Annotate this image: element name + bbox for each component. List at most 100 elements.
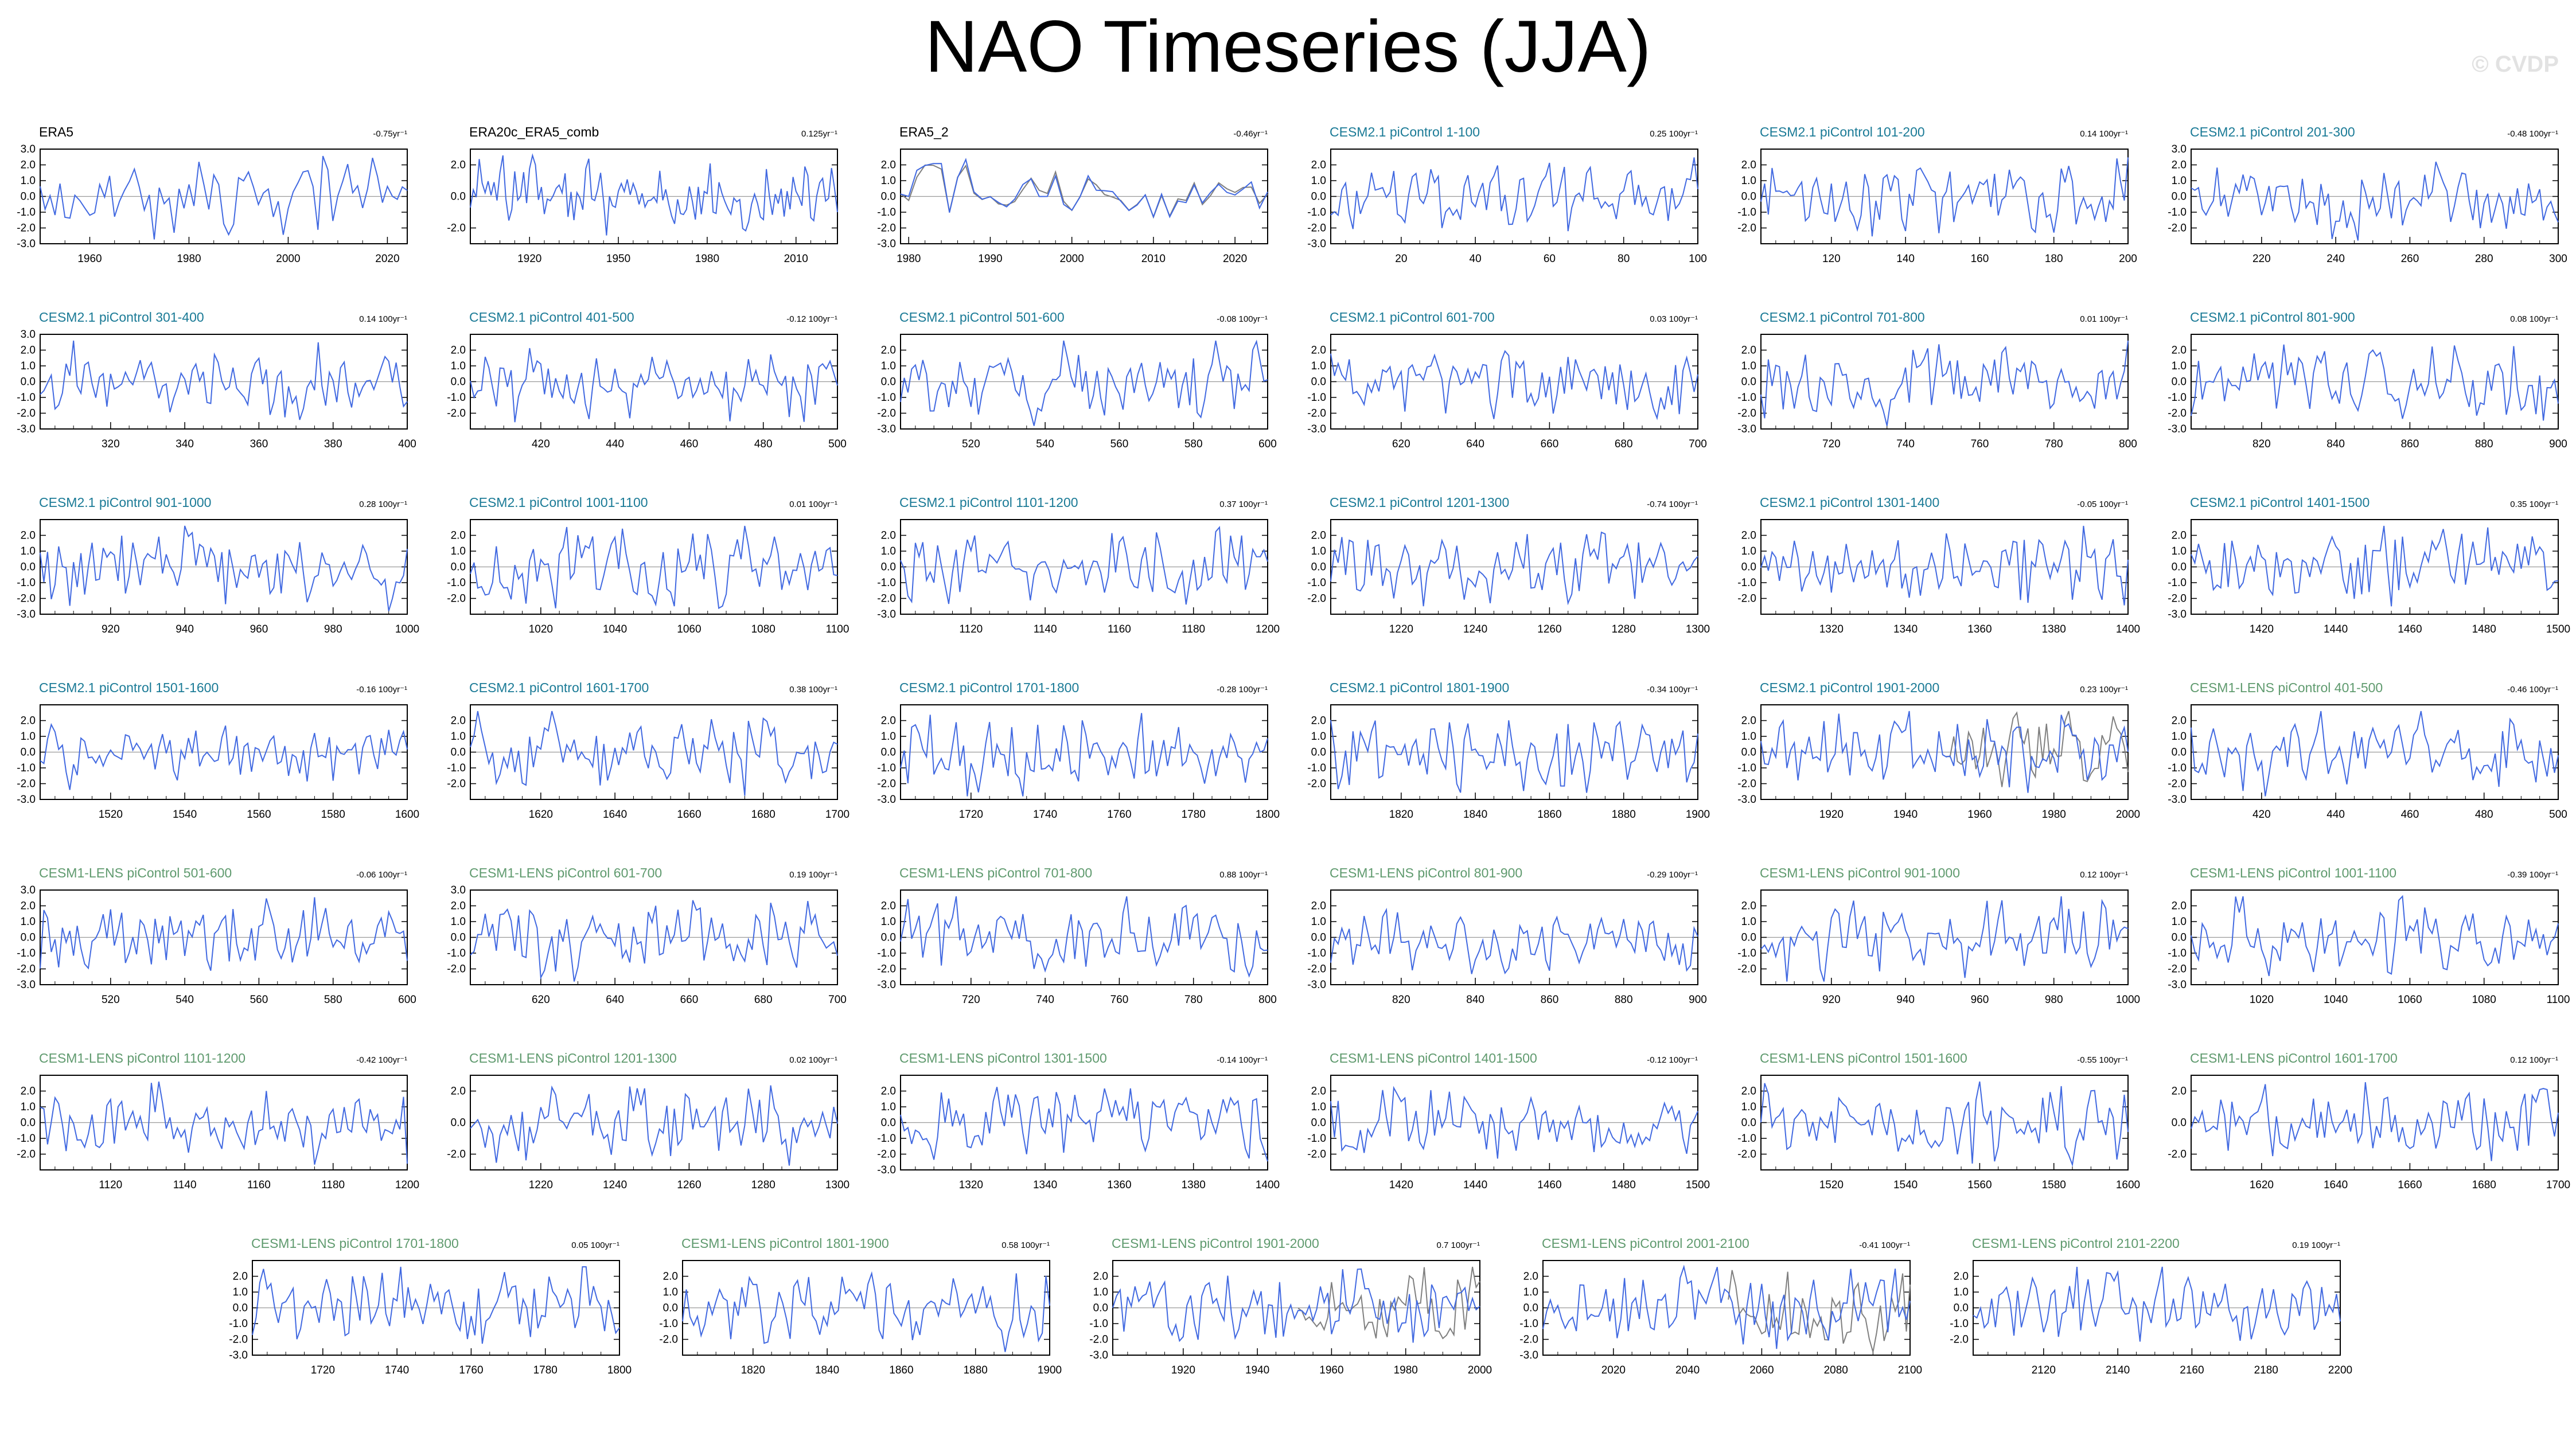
y-tick-label: -1.0 xyxy=(877,762,896,774)
nao-panel: CESM2.1 piControl 1-100 0.25 100yr⁻¹ 2.0 1.… xyxy=(1307,124,1707,265)
x-tick-label: 500 xyxy=(828,438,847,450)
x-tick-label: 1380 xyxy=(2042,623,2066,635)
x-tick-label: 1060 xyxy=(2398,994,2422,1006)
x-tick-label: 560 xyxy=(1110,438,1129,450)
x-tick-label: 1720 xyxy=(959,809,983,821)
x-tick-label: 980 xyxy=(2045,994,2063,1006)
nao-panel: CESM1-LENS piControl 601-700 0.19 100yr⁻¹… xyxy=(447,865,847,1006)
trend-label: -0.75yr⁻¹ xyxy=(373,129,407,139)
x-tick-label: 440 xyxy=(2326,809,2345,821)
x-tick-label: 1340 xyxy=(1893,623,1918,635)
y-tick-label: 0.0 xyxy=(881,932,896,944)
nao-panel: CESM2.1 piControl 601-700 0.03 100yr⁻¹ 2.0… xyxy=(1307,310,1707,450)
series-line xyxy=(900,713,1268,797)
trend-label: -0.16 100yr⁻¹ xyxy=(356,685,407,694)
series-line xyxy=(682,1271,1050,1352)
y-tick-label: 2.0 xyxy=(663,1271,678,1283)
x-tick-label: 1500 xyxy=(1686,1179,1710,1191)
y-tick-label: 1.0 xyxy=(451,731,466,743)
x-tick-label: 1900 xyxy=(1038,1364,1062,1376)
x-tick-label: 2020 xyxy=(1601,1364,1626,1376)
y-tick-label: -1.0 xyxy=(877,206,896,218)
panel-title: CESM1-LENS piControl 1801-1900 xyxy=(681,1236,889,1251)
y-tick-label: -3.0 xyxy=(17,979,36,991)
y-tick-label: -2.0 xyxy=(2168,223,2187,235)
y-tick-label: -3.0 xyxy=(1737,794,1756,806)
x-tick-label: 1780 xyxy=(533,1364,558,1376)
y-tick-label: 2.0 xyxy=(21,159,36,171)
x-tick-label: 1080 xyxy=(751,623,775,635)
x-tick-label: 2020 xyxy=(1223,253,1247,265)
x-tick-label: 760 xyxy=(1971,438,1989,450)
panel-title: CESM1-LENS piControl 901-1000 xyxy=(1760,865,1960,880)
y-tick-label: 2.0 xyxy=(2172,1086,2187,1098)
y-tick-label: 1.0 xyxy=(1741,1101,1756,1113)
y-tick-label: -3.0 xyxy=(17,238,36,250)
y-tick-label: 0.0 xyxy=(2172,747,2187,759)
x-tick-label: 1300 xyxy=(1686,623,1710,635)
x-tick-label: 680 xyxy=(754,994,773,1006)
y-tick-label: 2.0 xyxy=(881,715,896,727)
x-tick-label: 1980 xyxy=(177,253,201,265)
x-tick-label: 980 xyxy=(324,623,342,635)
series-line xyxy=(40,897,408,971)
y-tick-label: 0.0 xyxy=(451,932,466,944)
x-tick-label: 700 xyxy=(1689,438,1707,450)
trend-label: 0.25 100yr⁻¹ xyxy=(1650,129,1698,139)
nao-panel: CESM2.1 piControl 201-300 -0.48 100yr⁻¹ 3.… xyxy=(2168,124,2567,265)
y-tick-label: -3.0 xyxy=(877,238,896,250)
trend-label: -0.06 100yr⁻¹ xyxy=(356,870,407,880)
panel-title: CESM1-LENS piControl 1501-1600 xyxy=(1760,1051,1967,1066)
trend-label: 0.08 100yr⁻¹ xyxy=(2510,314,2558,324)
x-tick-label: 80 xyxy=(1618,253,1630,265)
y-tick-label: 0.0 xyxy=(21,376,36,388)
y-tick-label: 1.0 xyxy=(21,916,36,928)
nao-panel: CESM2.1 piControl 1501-1600 -0.16 100yr⁻¹… xyxy=(17,680,419,821)
x-tick-label: 660 xyxy=(1541,438,1559,450)
x-tick-label: 360 xyxy=(250,438,268,450)
panel-title: CESM2.1 piControl 1501-1600 xyxy=(39,680,219,695)
x-tick-label: 860 xyxy=(1541,994,1559,1006)
x-tick-label: 1140 xyxy=(1034,623,1057,635)
x-tick-label: 1840 xyxy=(1463,809,1487,821)
x-tick-label: 960 xyxy=(1971,994,1989,1006)
x-tick-label: 1180 xyxy=(321,1179,345,1191)
series-line xyxy=(40,340,408,420)
x-tick-label: 1960 xyxy=(1967,809,1992,821)
panel-title: CESM1-LENS piControl 1001-1100 xyxy=(2190,865,2396,880)
y-tick-label: 0.0 xyxy=(451,1117,466,1129)
x-tick-label: 880 xyxy=(2475,438,2493,450)
y-tick-label: 1.0 xyxy=(881,545,896,557)
nao-panel: ERA5 -0.75yr⁻¹ 3.0 2.0 1.0 0.0 -1.0 -2.0 -3.0 196… xyxy=(17,124,408,265)
y-tick-label: -1.0 xyxy=(17,392,36,404)
nao-panel: CESM1-LENS piControl 1201-1300 0.02 100yr… xyxy=(447,1051,849,1191)
x-tick-label: 2060 xyxy=(1749,1364,1774,1376)
x-tick-label: 1800 xyxy=(607,1364,632,1376)
y-tick-label: 2.0 xyxy=(1093,1271,1108,1283)
panel-title: CESM2.1 piControl 601-700 xyxy=(1330,310,1495,325)
y-tick-label: 1.0 xyxy=(2172,916,2187,928)
trend-label: 0.35 100yr⁻¹ xyxy=(2510,500,2558,509)
x-tick-label: 2010 xyxy=(1141,253,1166,265)
y-tick-label: -1.0 xyxy=(1307,762,1326,774)
y-tick-label: 2.0 xyxy=(1523,1271,1538,1283)
trend-label: -0.08 100yr⁻¹ xyxy=(1217,314,1268,324)
x-tick-label: 2160 xyxy=(2180,1364,2204,1376)
nao-panel: CESM1-LENS piControl 1901-2000 0.7 100yr⁻… xyxy=(1089,1236,1492,1376)
x-tick-label: 1780 xyxy=(1182,809,1206,821)
trend-label: 0.02 100yr⁻¹ xyxy=(789,1055,837,1065)
y-tick-label: -1.0 xyxy=(17,947,36,959)
y-tick-label: -3.0 xyxy=(877,423,896,435)
x-tick-label: 720 xyxy=(1822,438,1841,450)
x-tick-label: 880 xyxy=(1615,994,1633,1006)
x-tick-label: 1980 xyxy=(2042,809,2066,821)
y-tick-label: -3.0 xyxy=(2168,608,2187,621)
y-tick-label: -1.0 xyxy=(1737,206,1756,218)
nao-panel: CESM2.1 piControl 401-500 -0.12 100yr⁻¹ 2.… xyxy=(447,310,847,450)
x-tick-label: 940 xyxy=(176,623,194,635)
y-tick-label: 2.0 xyxy=(1741,1086,1756,1098)
y-tick-label: -2.0 xyxy=(447,778,466,790)
y-tick-label: -1.0 xyxy=(2168,206,2187,218)
x-tick-label: 740 xyxy=(1896,438,1915,450)
x-tick-label: 1980 xyxy=(1394,1364,1418,1376)
